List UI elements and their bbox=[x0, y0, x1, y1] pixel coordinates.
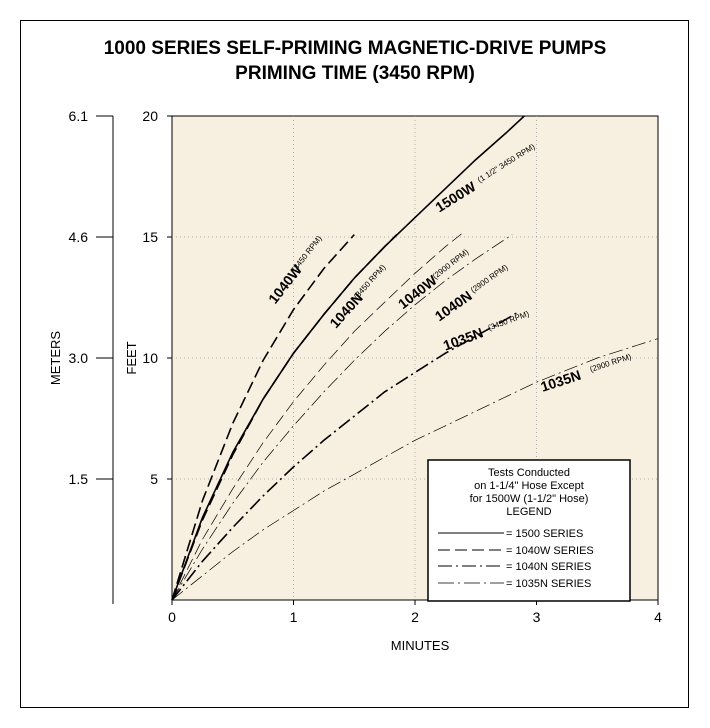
feet-tick-label: 10 bbox=[142, 350, 158, 366]
meters-tick-label: 3.0 bbox=[69, 350, 89, 366]
legend-entry-1500: = 1500 SERIES bbox=[506, 528, 583, 540]
meters-axis: 1.5 3.0 4.6 6.1 bbox=[69, 108, 113, 487]
series-line-3 bbox=[171, 231, 464, 601]
x-axis-label: MINUTES bbox=[391, 638, 450, 653]
series-line-6 bbox=[171, 338, 659, 601]
x-tick-label: 4 bbox=[654, 609, 662, 625]
series-line-1 bbox=[171, 234, 355, 601]
x-tick-label: 2 bbox=[411, 609, 419, 625]
feet-tick-label: 20 bbox=[142, 108, 158, 124]
legend-entry-1035n: = 1035N SERIES bbox=[506, 578, 591, 590]
legend-box bbox=[427, 459, 631, 602]
x-tick-label: 0 bbox=[168, 609, 176, 625]
feet-axis: 5 10 15 20 bbox=[142, 108, 172, 487]
legend-note-3: for 1500W (1-1/2" Hose) bbox=[470, 493, 589, 505]
meters-tick-label: 1.5 bbox=[69, 471, 89, 487]
chart-title-line2: PRIMING TIME (3450 RPM) bbox=[235, 63, 475, 84]
feet-axis-label: FEET bbox=[124, 341, 139, 374]
series-line-0 bbox=[171, 115, 525, 601]
legend-note-2: on 1-1/4" Hose Except bbox=[474, 480, 584, 492]
feet-tick-label: 15 bbox=[142, 229, 158, 245]
meters-axis-label: METERS bbox=[48, 331, 63, 386]
series-group bbox=[171, 115, 659, 601]
series-line-5 bbox=[171, 311, 519, 601]
legend-note-1: Tests Conducted bbox=[488, 467, 570, 479]
meters-tick-label: 6.1 bbox=[69, 108, 89, 124]
meters-tick-label: 4.6 bbox=[69, 229, 89, 245]
legend-entry-1040w: = 1040W SERIES bbox=[506, 545, 594, 557]
legend-entry-1040n: = 1040N SERIES bbox=[506, 561, 591, 573]
legend: Tests Conducted on 1-1/4" Hose Except fo… bbox=[427, 459, 631, 602]
x-tick-label: 3 bbox=[533, 609, 541, 625]
x-tick-label: 1 bbox=[290, 609, 298, 625]
x-axis: 0 1 2 3 4 bbox=[168, 600, 662, 625]
chart-title-line1: 1000 SERIES SELF-PRIMING MAGNETIC-DRIVE … bbox=[104, 38, 607, 59]
series-line-4 bbox=[171, 234, 513, 601]
legend-title: LEGEND bbox=[506, 506, 551, 518]
series-line-2 bbox=[171, 234, 398, 601]
feet-tick-label: 5 bbox=[150, 471, 158, 487]
